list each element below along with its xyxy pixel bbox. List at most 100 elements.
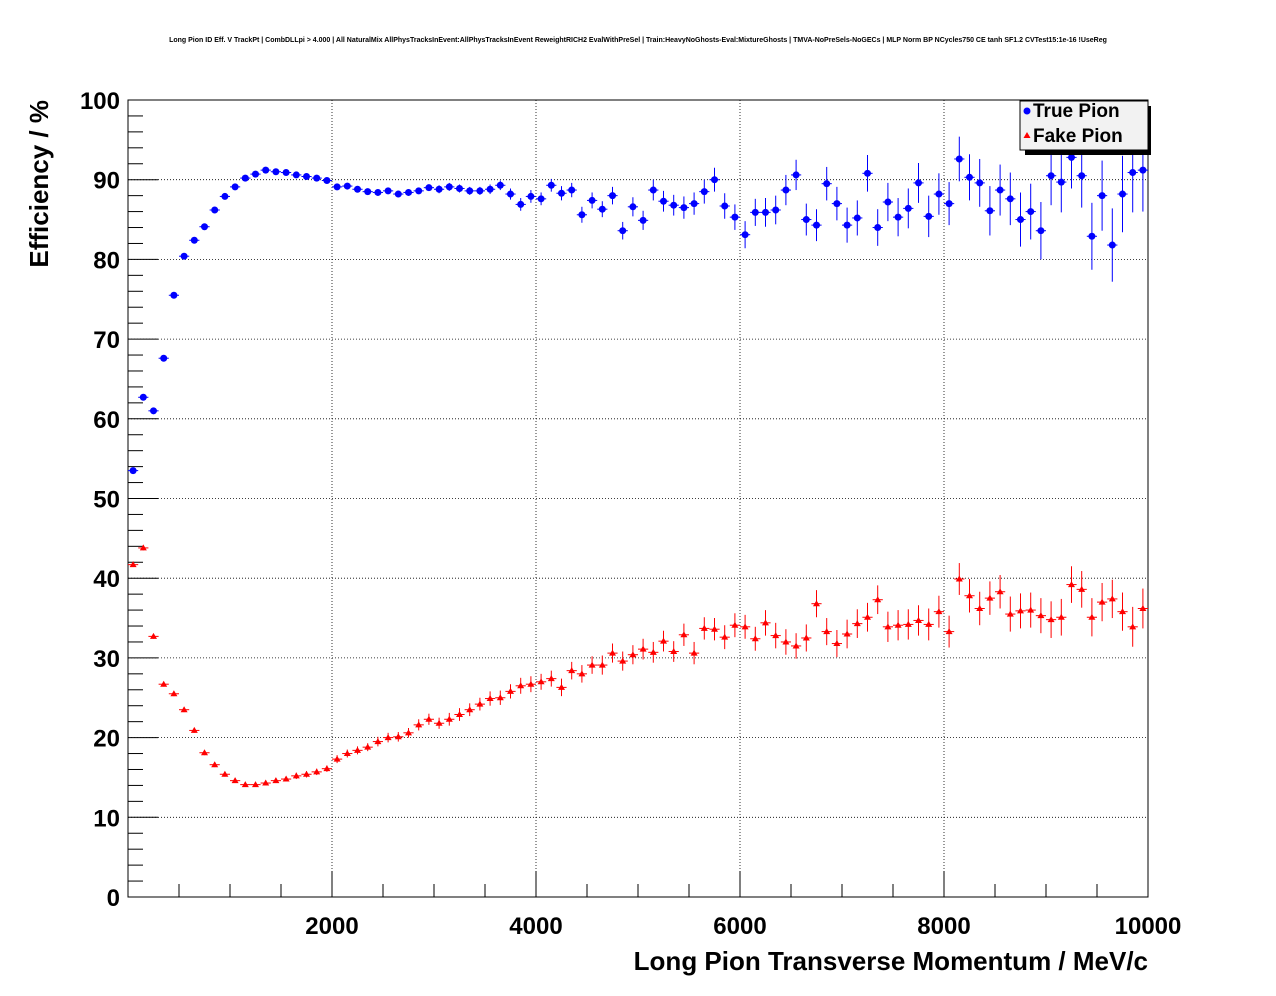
y-axis-title: Efficiency / % <box>24 100 54 268</box>
fake-pion-point <box>802 634 810 641</box>
fake-pion-point <box>445 715 453 722</box>
true-pion-point <box>1017 216 1024 224</box>
fake-pion-point <box>670 648 678 655</box>
true-pion-point <box>354 185 361 193</box>
true-pion-point <box>762 208 769 216</box>
true-pion-point <box>894 213 902 221</box>
fake-pion-point <box>904 620 912 627</box>
legend: True Pion Fake Pion <box>1019 100 1151 155</box>
true-pion-point <box>180 252 188 260</box>
true-pion-point <box>1068 153 1075 161</box>
true-pion-point <box>1129 169 1137 177</box>
fake-pion-point <box>507 687 514 694</box>
fake-pion-point <box>894 621 902 628</box>
fake-pion-point <box>1119 608 1126 615</box>
true-pion-point <box>670 201 678 209</box>
fake-pion-point <box>955 575 963 582</box>
data-points <box>128 126 1148 788</box>
true-pion-point <box>813 221 820 229</box>
true-pion-point <box>751 208 759 216</box>
true-pion-point <box>588 196 596 204</box>
fake-pion-point <box>986 594 994 601</box>
fake-pion-point <box>792 642 800 649</box>
fake-pion-point <box>996 588 1004 595</box>
true-pion-point <box>364 188 372 196</box>
true-pion-point <box>272 168 280 176</box>
true-pion-point <box>680 204 688 212</box>
fake-pion-point <box>323 765 331 772</box>
fake-pion-point <box>394 733 402 740</box>
true-pion-point <box>1078 172 1086 180</box>
fake-pion-point <box>537 678 545 685</box>
true-pion-point <box>1037 227 1045 235</box>
y-tick-label: 40 <box>93 566 120 593</box>
true-pion-point <box>996 186 1004 194</box>
fake-pion-point <box>690 649 698 656</box>
y-tick-label: 100 <box>80 88 120 115</box>
x-axis-title: Long Pion Transverse Momentum / MeV/c <box>634 946 1148 976</box>
y-tick-label: 20 <box>93 726 120 753</box>
fake-pion-point <box>568 667 576 674</box>
fake-pion-point <box>211 761 219 768</box>
true-pion-point <box>405 188 412 196</box>
y-tick-label: 0 <box>107 885 120 912</box>
true-pion-point <box>915 179 922 187</box>
true-pion-point <box>384 187 392 195</box>
true-pion-point <box>1119 190 1126 198</box>
true-pion-point <box>772 206 780 214</box>
true-pion-point <box>1027 208 1035 216</box>
true-pion-point <box>221 192 229 200</box>
legend-marker-fake-pion <box>1023 132 1031 138</box>
fake-pion-point <box>313 768 321 775</box>
fake-pion-point <box>527 680 535 687</box>
fake-pion-point <box>384 734 392 741</box>
fake-pion-point <box>547 675 555 682</box>
x-tick-label: 2000 <box>305 913 358 940</box>
grid <box>128 100 1148 897</box>
legend-label-fake-pion: Fake Pion <box>1033 126 1123 147</box>
true-pion-point <box>721 202 729 210</box>
fake-pion-point <box>731 621 739 628</box>
fake-pion-point <box>1098 598 1106 605</box>
fake-pion-point <box>129 561 137 568</box>
fake-pion-point <box>231 777 239 784</box>
y-tick-label: 50 <box>93 487 120 514</box>
series-fake-pion <box>128 544 1148 788</box>
fake-pion-point <box>190 726 198 733</box>
true-pion-point <box>139 393 147 401</box>
true-pion-point <box>853 214 861 222</box>
fake-pion-point <box>762 619 769 626</box>
fake-pion-point <box>925 620 933 627</box>
true-pion-point <box>955 155 963 163</box>
true-pion-point <box>639 216 647 224</box>
true-pion-point <box>262 166 270 174</box>
fake-pion-point <box>1108 595 1116 602</box>
fake-pion-point <box>343 750 351 757</box>
true-pion-point <box>292 171 300 179</box>
true-pion-point <box>507 190 514 198</box>
true-pion-point <box>711 176 718 184</box>
true-pion-point <box>456 184 463 192</box>
fake-pion-point <box>252 781 259 788</box>
x-tick-label: 10000 <box>1115 913 1182 940</box>
true-pion-point <box>782 186 790 194</box>
true-pion-point <box>445 183 453 191</box>
true-pion-point <box>700 188 708 196</box>
fake-pion-point <box>486 695 494 702</box>
fake-pion-point <box>1037 612 1045 619</box>
true-pion-point <box>435 185 443 193</box>
fake-pion-point <box>1017 607 1024 614</box>
fake-pion-point <box>201 749 208 756</box>
fake-pion-point <box>466 706 474 713</box>
fake-pion-point <box>435 719 443 726</box>
y-tick-label: 70 <box>93 327 120 354</box>
true-pion-point <box>282 169 290 177</box>
x-tick-label: 4000 <box>509 913 562 940</box>
fake-pion-point <box>1047 616 1055 623</box>
y-tick-label: 80 <box>93 247 120 274</box>
true-pion-point <box>874 224 882 232</box>
fake-pion-point <box>476 700 484 707</box>
true-pion-point <box>904 204 912 212</box>
fake-pion-point <box>843 630 851 637</box>
fake-pion-point <box>578 670 586 677</box>
